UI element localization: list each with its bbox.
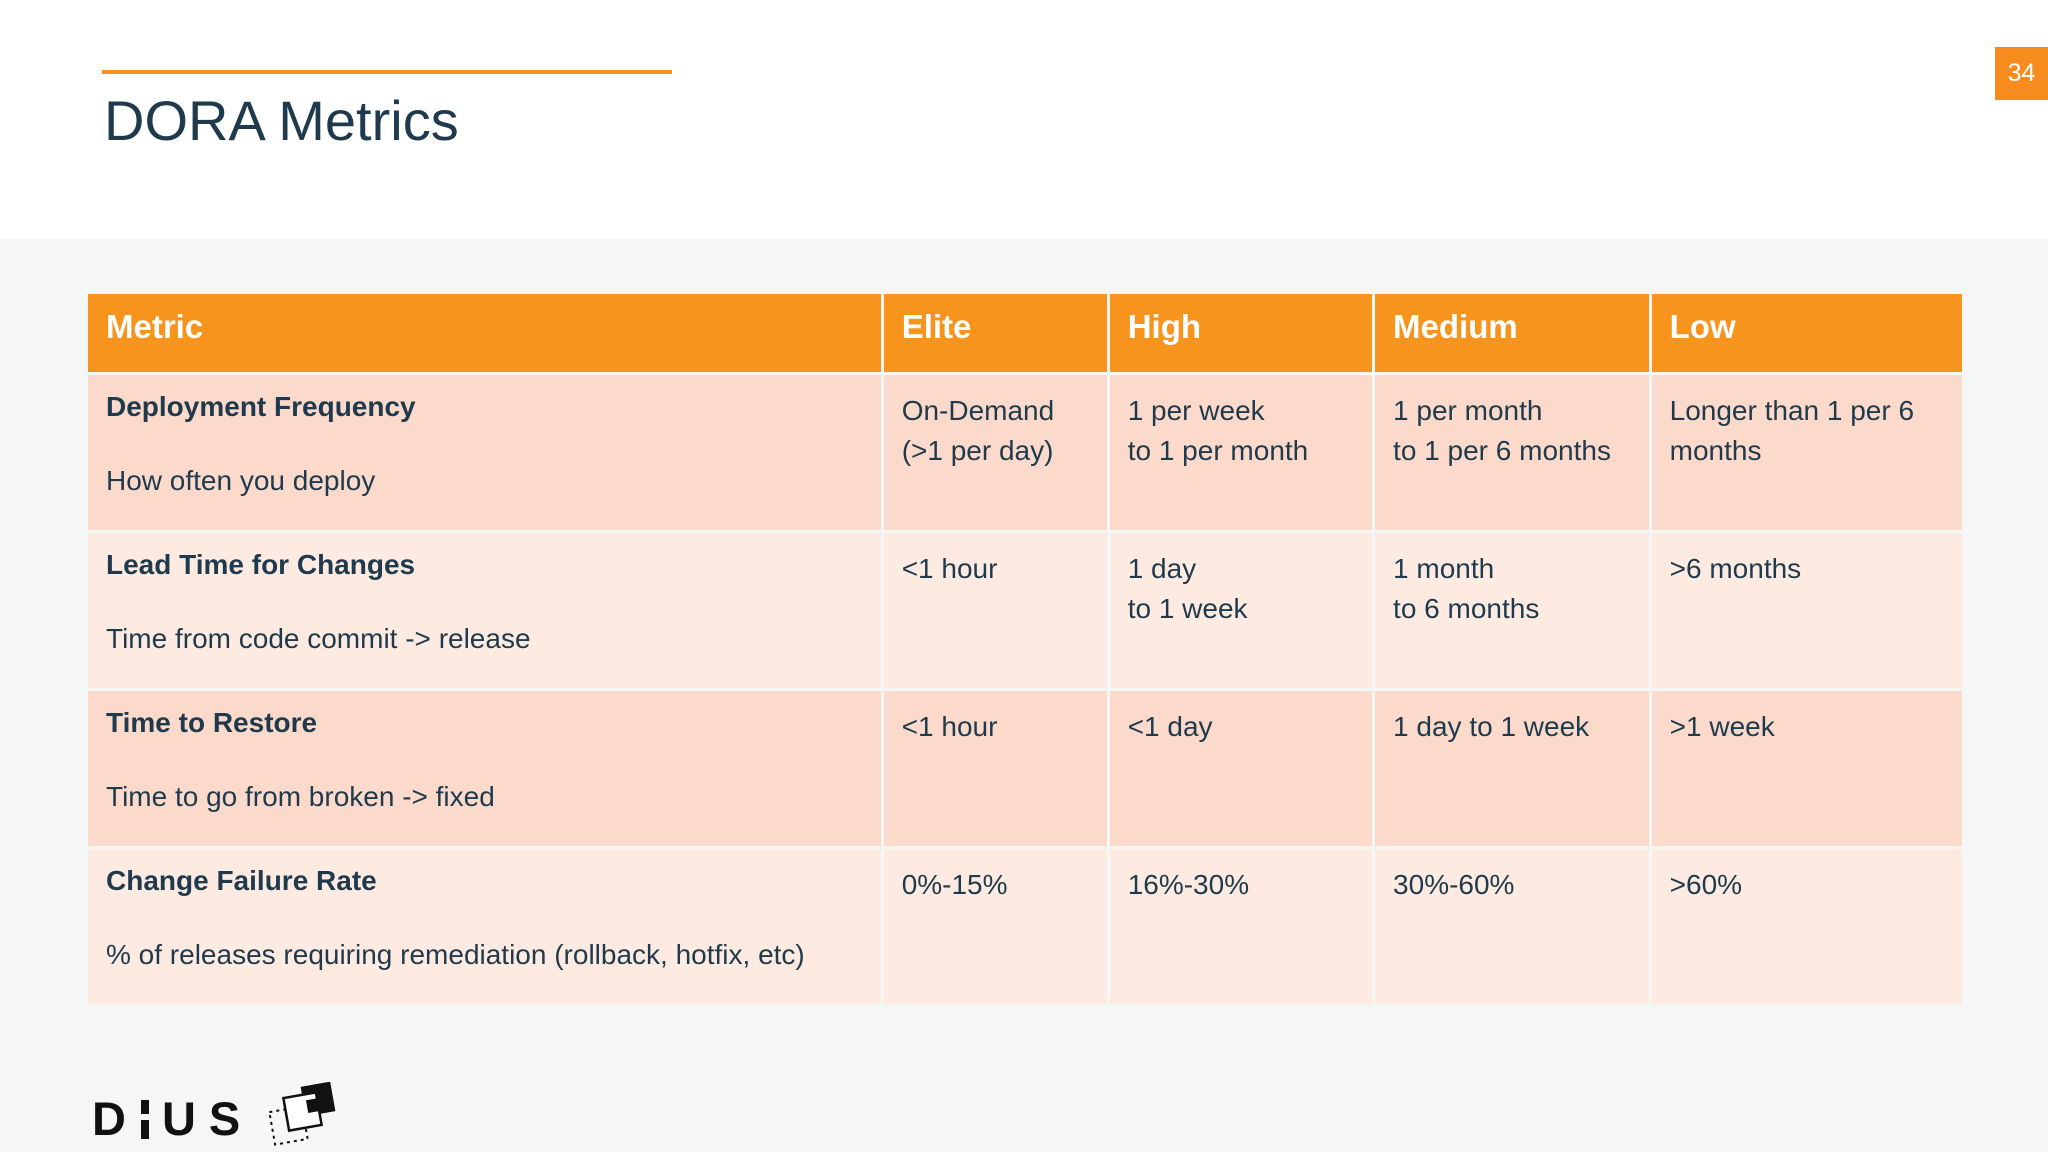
metric-description: Time to go from broken -> fixed xyxy=(106,781,495,812)
medium-value-cell: 1 per month to 1 per 6 months xyxy=(1375,375,1649,530)
dora-metrics-table: Metric Elite High Medium Low Deployment … xyxy=(88,294,1962,1004)
table-row-time-to-restore: Time to Restore Time to go from broken -… xyxy=(88,691,1962,846)
column-header-metric: Metric xyxy=(88,294,881,372)
column-header-high: High xyxy=(1109,294,1373,372)
metric-cell: Deployment Frequency How often you deplo… xyxy=(88,375,881,530)
low-value-cell: Longer than 1 per 6 months xyxy=(1651,375,1962,530)
page-number: 34 xyxy=(2007,59,2036,87)
title-accent-rule xyxy=(102,70,672,74)
high-value-cell: 1 day to 1 week xyxy=(1109,533,1373,688)
overlapping-squares-icon xyxy=(268,1082,336,1146)
page-title: DORA Metrics xyxy=(104,89,459,152)
metric-description: How often you deploy xyxy=(106,465,376,496)
dius-logo: D US xyxy=(92,1082,341,1146)
column-header-medium: Medium xyxy=(1375,294,1649,372)
low-value-cell: >60% xyxy=(1651,849,1962,1004)
low-value-cell: >6 months xyxy=(1651,533,1962,688)
metric-name: Lead Time for Changes xyxy=(106,549,416,580)
metric-description: % of releases requiring remediation (rol… xyxy=(106,939,805,970)
table-row-lead-time: Lead Time for Changes Time from code com… xyxy=(88,533,1962,688)
metric-name: Deployment Frequency xyxy=(106,391,416,422)
logo-broken-i-glyph xyxy=(140,1100,149,1139)
elite-value-cell: <1 hour xyxy=(883,533,1107,688)
logo-letters-us: US xyxy=(161,1092,254,1145)
table-row-deployment-frequency: Deployment Frequency How often you deplo… xyxy=(88,375,1962,530)
table-header-row: Metric Elite High Medium Low xyxy=(88,294,1962,372)
medium-value-cell: 1 day to 1 week xyxy=(1375,691,1649,846)
metric-description: Time from code commit -> release xyxy=(106,623,531,654)
metric-name: Time to Restore xyxy=(106,707,318,738)
column-header-elite: Elite xyxy=(883,294,1107,372)
high-value-cell: 16%-30% xyxy=(1109,849,1373,1004)
low-value-cell: >1 week xyxy=(1651,691,1962,846)
elite-value-cell: 0%-15% xyxy=(883,849,1107,1004)
elite-value-cell: <1 hour xyxy=(883,691,1107,846)
table-row-change-failure-rate: Change Failure Rate % of releases requir… xyxy=(88,849,1962,1004)
medium-value-cell: 30%-60% xyxy=(1375,849,1649,1004)
metric-cell: Time to Restore Time to go from broken -… xyxy=(88,691,881,846)
page-number-badge: 34 xyxy=(1995,47,2048,100)
logo-letter-d: D xyxy=(92,1092,139,1145)
title-band: DORA Metrics xyxy=(0,0,2048,239)
medium-value-cell: 1 month to 6 months xyxy=(1375,533,1649,688)
metric-cell: Change Failure Rate % of releases requir… xyxy=(88,849,881,1004)
metric-name: Change Failure Rate xyxy=(106,865,377,896)
metric-cell: Lead Time for Changes Time from code com… xyxy=(88,533,881,688)
column-header-low: Low xyxy=(1651,294,1962,372)
elite-value-cell: On-Demand (>1 per day) xyxy=(883,375,1107,530)
high-value-cell: <1 day xyxy=(1109,691,1373,846)
high-value-cell: 1 per week to 1 per month xyxy=(1109,375,1373,530)
